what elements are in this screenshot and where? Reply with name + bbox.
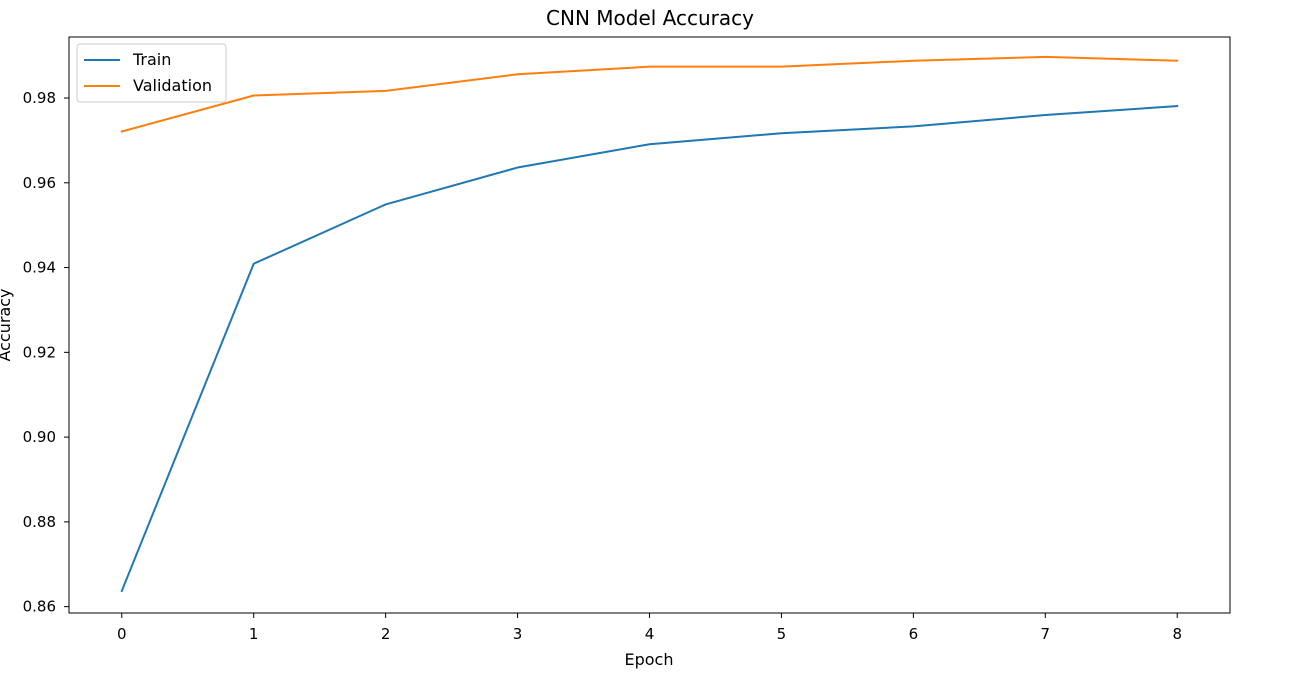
x-axis-label: Epoch — [625, 650, 674, 669]
y-tick-label: 0.88 — [23, 513, 56, 531]
x-tick-label: 1 — [249, 625, 259, 643]
x-axis: 0 1 2 3 4 5 6 7 8 — [117, 613, 1182, 643]
x-tick-label: 8 — [1172, 625, 1182, 643]
x-tick-label: 6 — [909, 625, 919, 643]
series-line-train — [122, 106, 1177, 591]
x-tick-label: 5 — [777, 625, 787, 643]
x-tick-label: 2 — [381, 625, 391, 643]
y-tick-label: 0.90 — [23, 428, 56, 446]
y-tick-label: 0.86 — [23, 598, 56, 616]
x-tick-label: 7 — [1041, 625, 1051, 643]
y-tick-label: 0.92 — [23, 343, 56, 361]
chart-title: CNN Model Accuracy — [546, 6, 754, 30]
y-tick-label: 0.94 — [23, 259, 56, 277]
legend-label-validation: Validation — [133, 76, 212, 95]
x-tick-label: 0 — [117, 625, 127, 643]
series-lines — [122, 57, 1177, 591]
x-tick-label: 3 — [513, 625, 523, 643]
x-tick-label: 4 — [645, 625, 655, 643]
y-tick-label: 0.96 — [23, 174, 56, 192]
y-axis-label: Accuracy — [0, 288, 14, 361]
plot-frame — [69, 37, 1230, 613]
series-line-validation — [122, 57, 1177, 132]
legend-label-train: Train — [132, 50, 171, 69]
y-axis: 0.86 0.88 0.90 0.92 0.94 0.96 0.98 — [23, 89, 69, 616]
legend: Train Validation — [77, 44, 226, 102]
y-tick-label: 0.98 — [23, 89, 56, 107]
